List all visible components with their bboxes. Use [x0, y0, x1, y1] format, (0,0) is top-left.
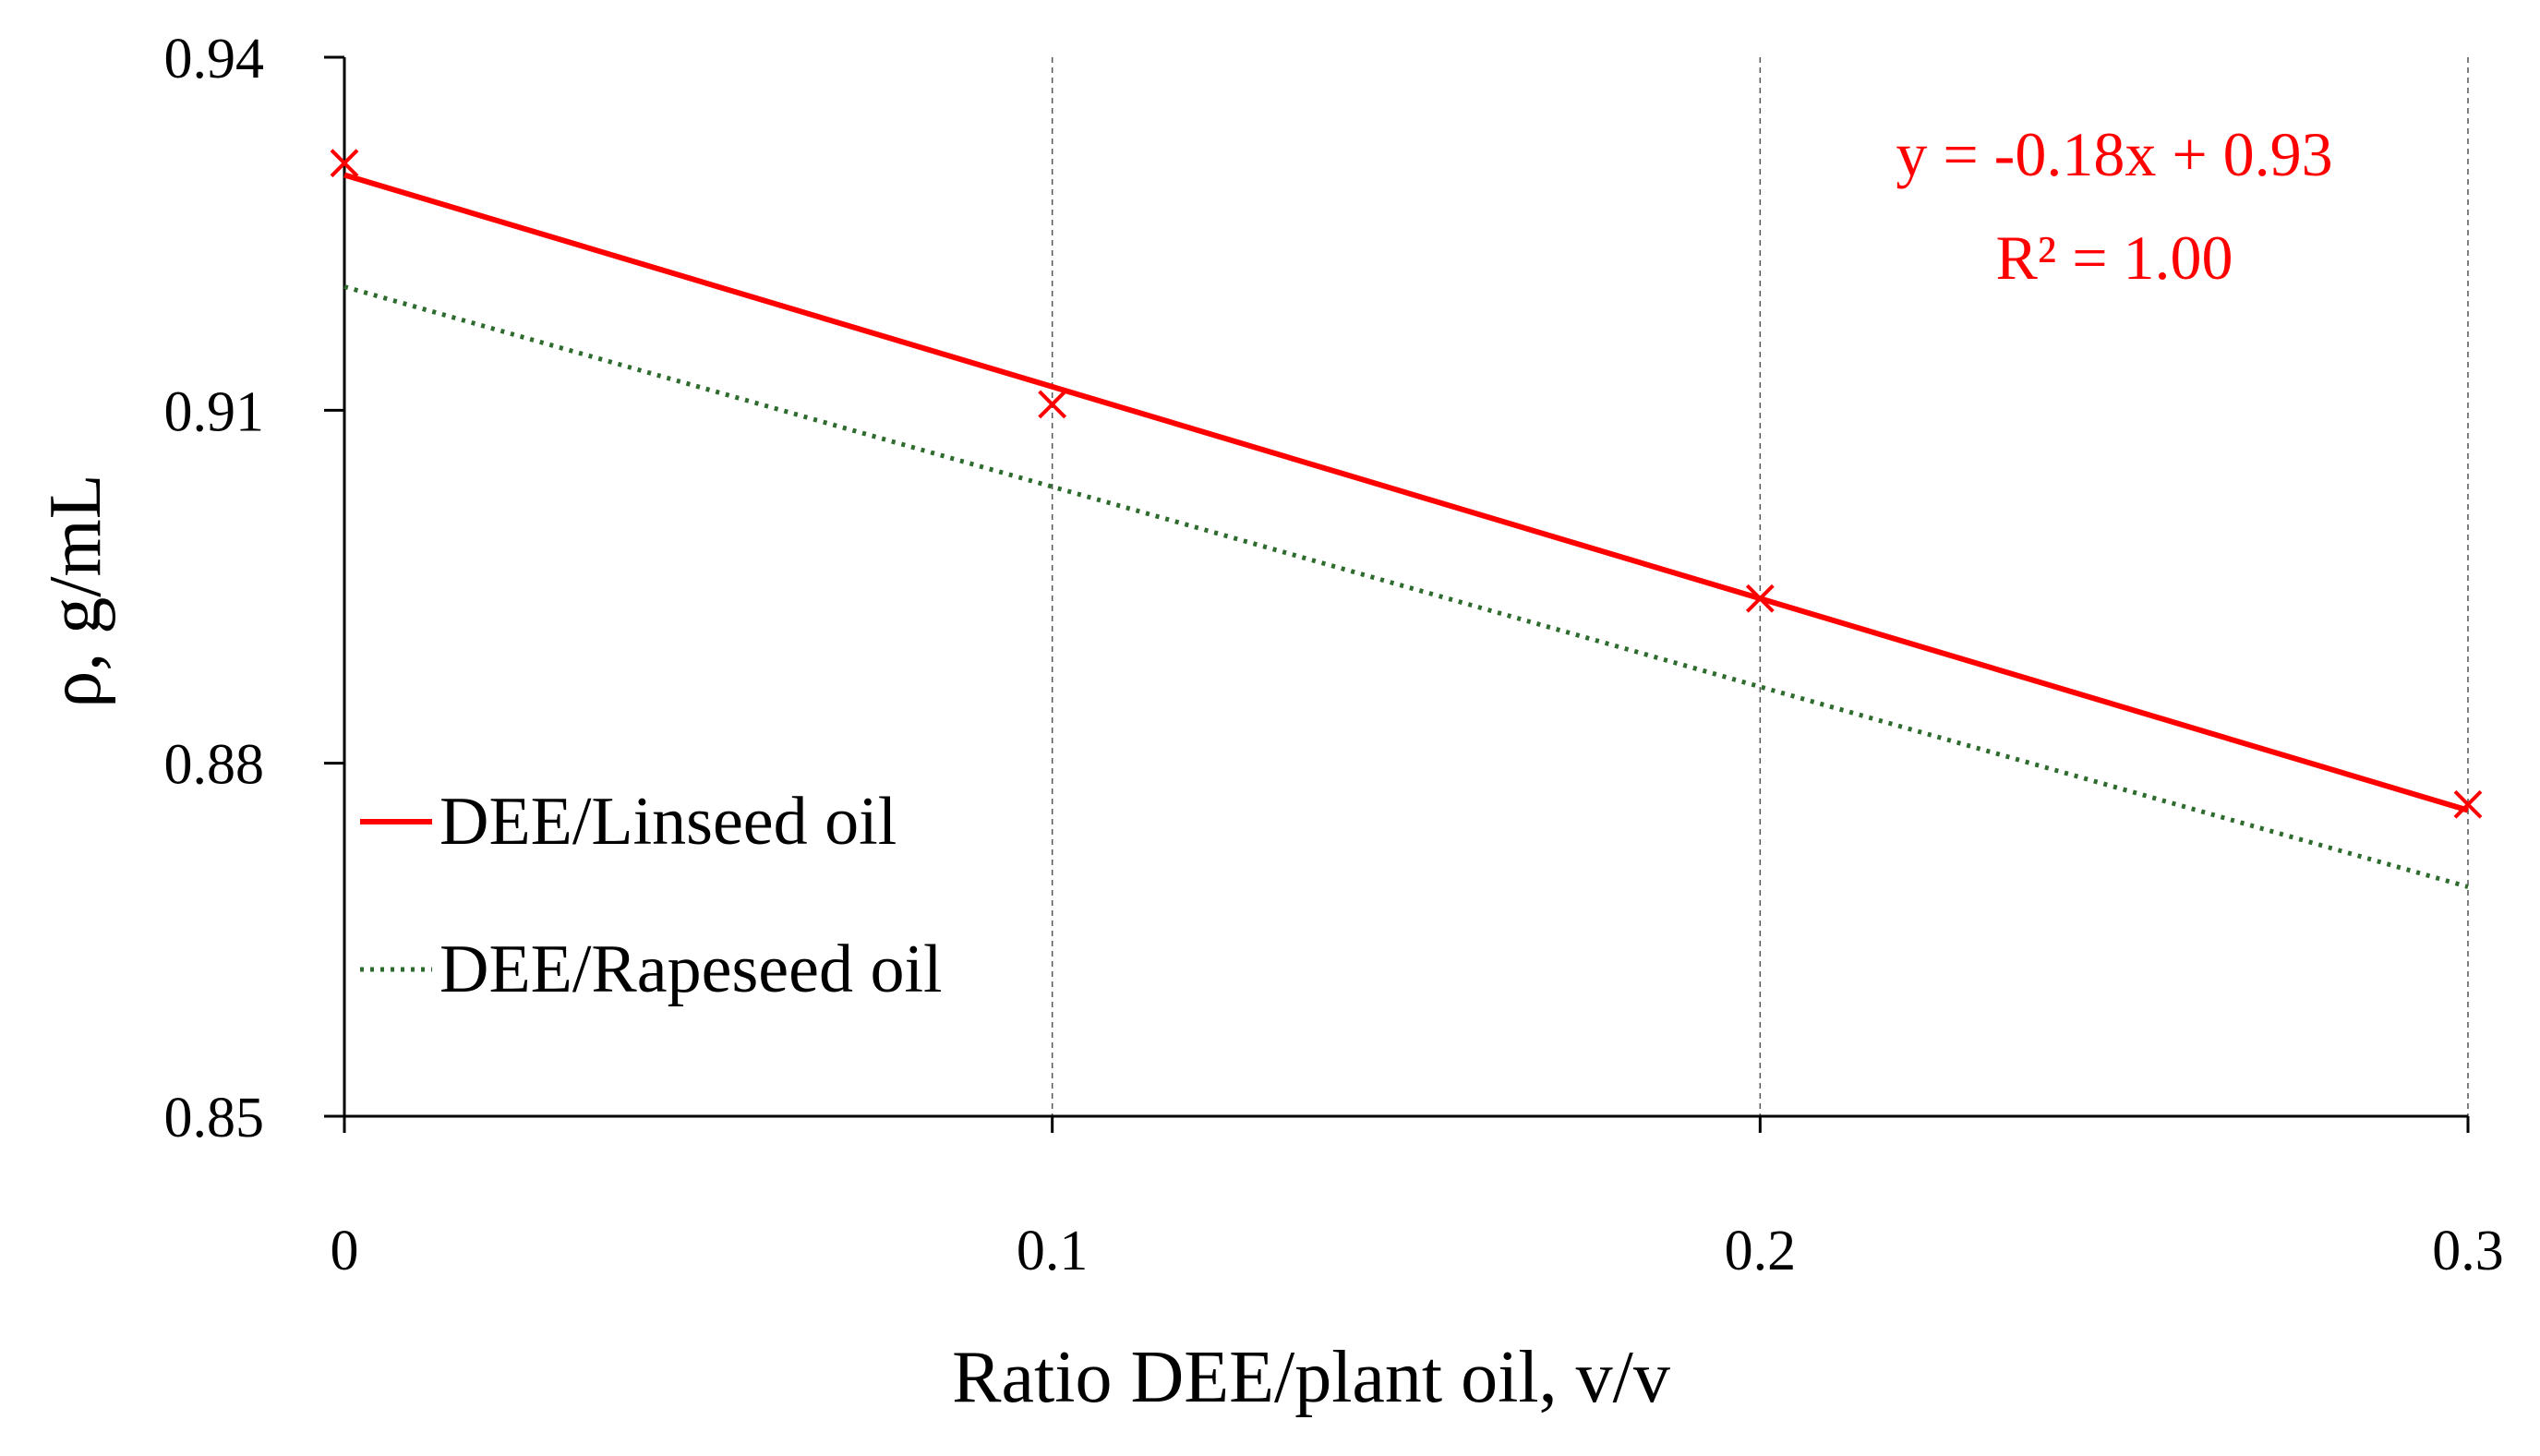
- y-tick-label: 0.88: [164, 734, 265, 797]
- x-tick-label: 0.3: [2432, 1220, 2504, 1282]
- data-point-dee-linseed-oil: [1745, 584, 1775, 613]
- y-tick-label: 0.94: [164, 28, 265, 90]
- marker-stroke: [1745, 584, 1775, 613]
- data-point-dee-linseed-oil: [330, 149, 359, 178]
- y-tick-layer: 0.85 0.88 0.91 0.94: [164, 28, 344, 1149]
- series-layer: [330, 149, 2483, 889]
- marker-stroke: [330, 149, 359, 178]
- x-tick-label: 0: [331, 1220, 359, 1282]
- legend: DEE/Linseed oil DEE/Rapeseed oil: [360, 784, 943, 1007]
- grid-layer: [1051, 57, 2469, 1116]
- series-line-dee-rapeseed-oil: [343, 284, 2469, 889]
- axes-layer: [343, 57, 2468, 1118]
- trendline-equation: y = -0.18x + 0.93: [1896, 119, 2332, 189]
- series-line-dee-linseed-oil: [343, 172, 2469, 813]
- x-tick-label: 0.1: [1017, 1220, 1089, 1282]
- x-tick-label: 0.2: [1725, 1220, 1797, 1282]
- legend-label-linseed: DEE/Linseed oil: [439, 784, 897, 860]
- y-tick-label: 0.85: [164, 1087, 265, 1149]
- marker-stroke: [2453, 789, 2483, 819]
- y-axis-title: ρ, g/mL: [35, 474, 116, 707]
- data-point-dee-linseed-oil: [1038, 390, 1067, 419]
- data-point-dee-linseed-oil: [2453, 789, 2483, 819]
- marker-stroke: [1038, 390, 1067, 419]
- legend-label-rapeseed: DEE/Rapeseed oil: [439, 932, 943, 1007]
- trendline-r-squared: R² = 1.00: [1995, 223, 2233, 293]
- x-tick-layer: 0 0.1 0.2 0.3: [331, 1116, 2504, 1282]
- y-tick-label: 0.91: [164, 380, 265, 443]
- x-axis-title: Ratio DEE/plant oil, v/v: [952, 1337, 1670, 1418]
